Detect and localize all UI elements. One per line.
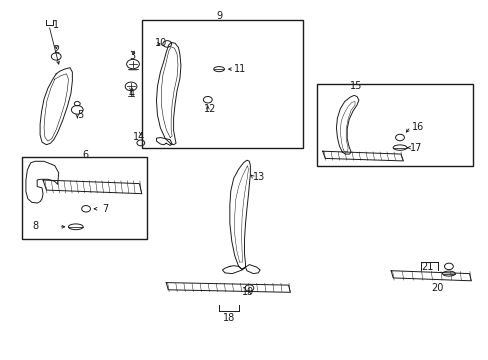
Text: 18: 18 — [222, 312, 235, 323]
Text: 12: 12 — [203, 104, 216, 114]
Text: 21: 21 — [421, 262, 433, 272]
Text: 8: 8 — [32, 221, 38, 231]
Text: 6: 6 — [82, 150, 88, 160]
Text: 11: 11 — [233, 64, 245, 74]
Text: 4: 4 — [129, 89, 135, 99]
Text: 19: 19 — [242, 287, 254, 297]
Text: 10: 10 — [155, 38, 167, 48]
Bar — [22, 157, 146, 239]
Text: 15: 15 — [349, 81, 362, 91]
Text: 17: 17 — [409, 143, 422, 153]
Text: 5: 5 — [78, 110, 83, 120]
Bar — [142, 20, 303, 148]
Bar — [316, 84, 472, 166]
Text: 14: 14 — [133, 132, 145, 142]
Text: 7: 7 — [102, 204, 108, 214]
Text: 3: 3 — [129, 51, 135, 61]
Text: 9: 9 — [216, 11, 222, 21]
Text: 2: 2 — [53, 45, 59, 55]
Text: 13: 13 — [252, 172, 265, 182]
Text: 1: 1 — [53, 20, 59, 30]
Text: 20: 20 — [430, 283, 443, 293]
Text: 16: 16 — [411, 122, 424, 132]
